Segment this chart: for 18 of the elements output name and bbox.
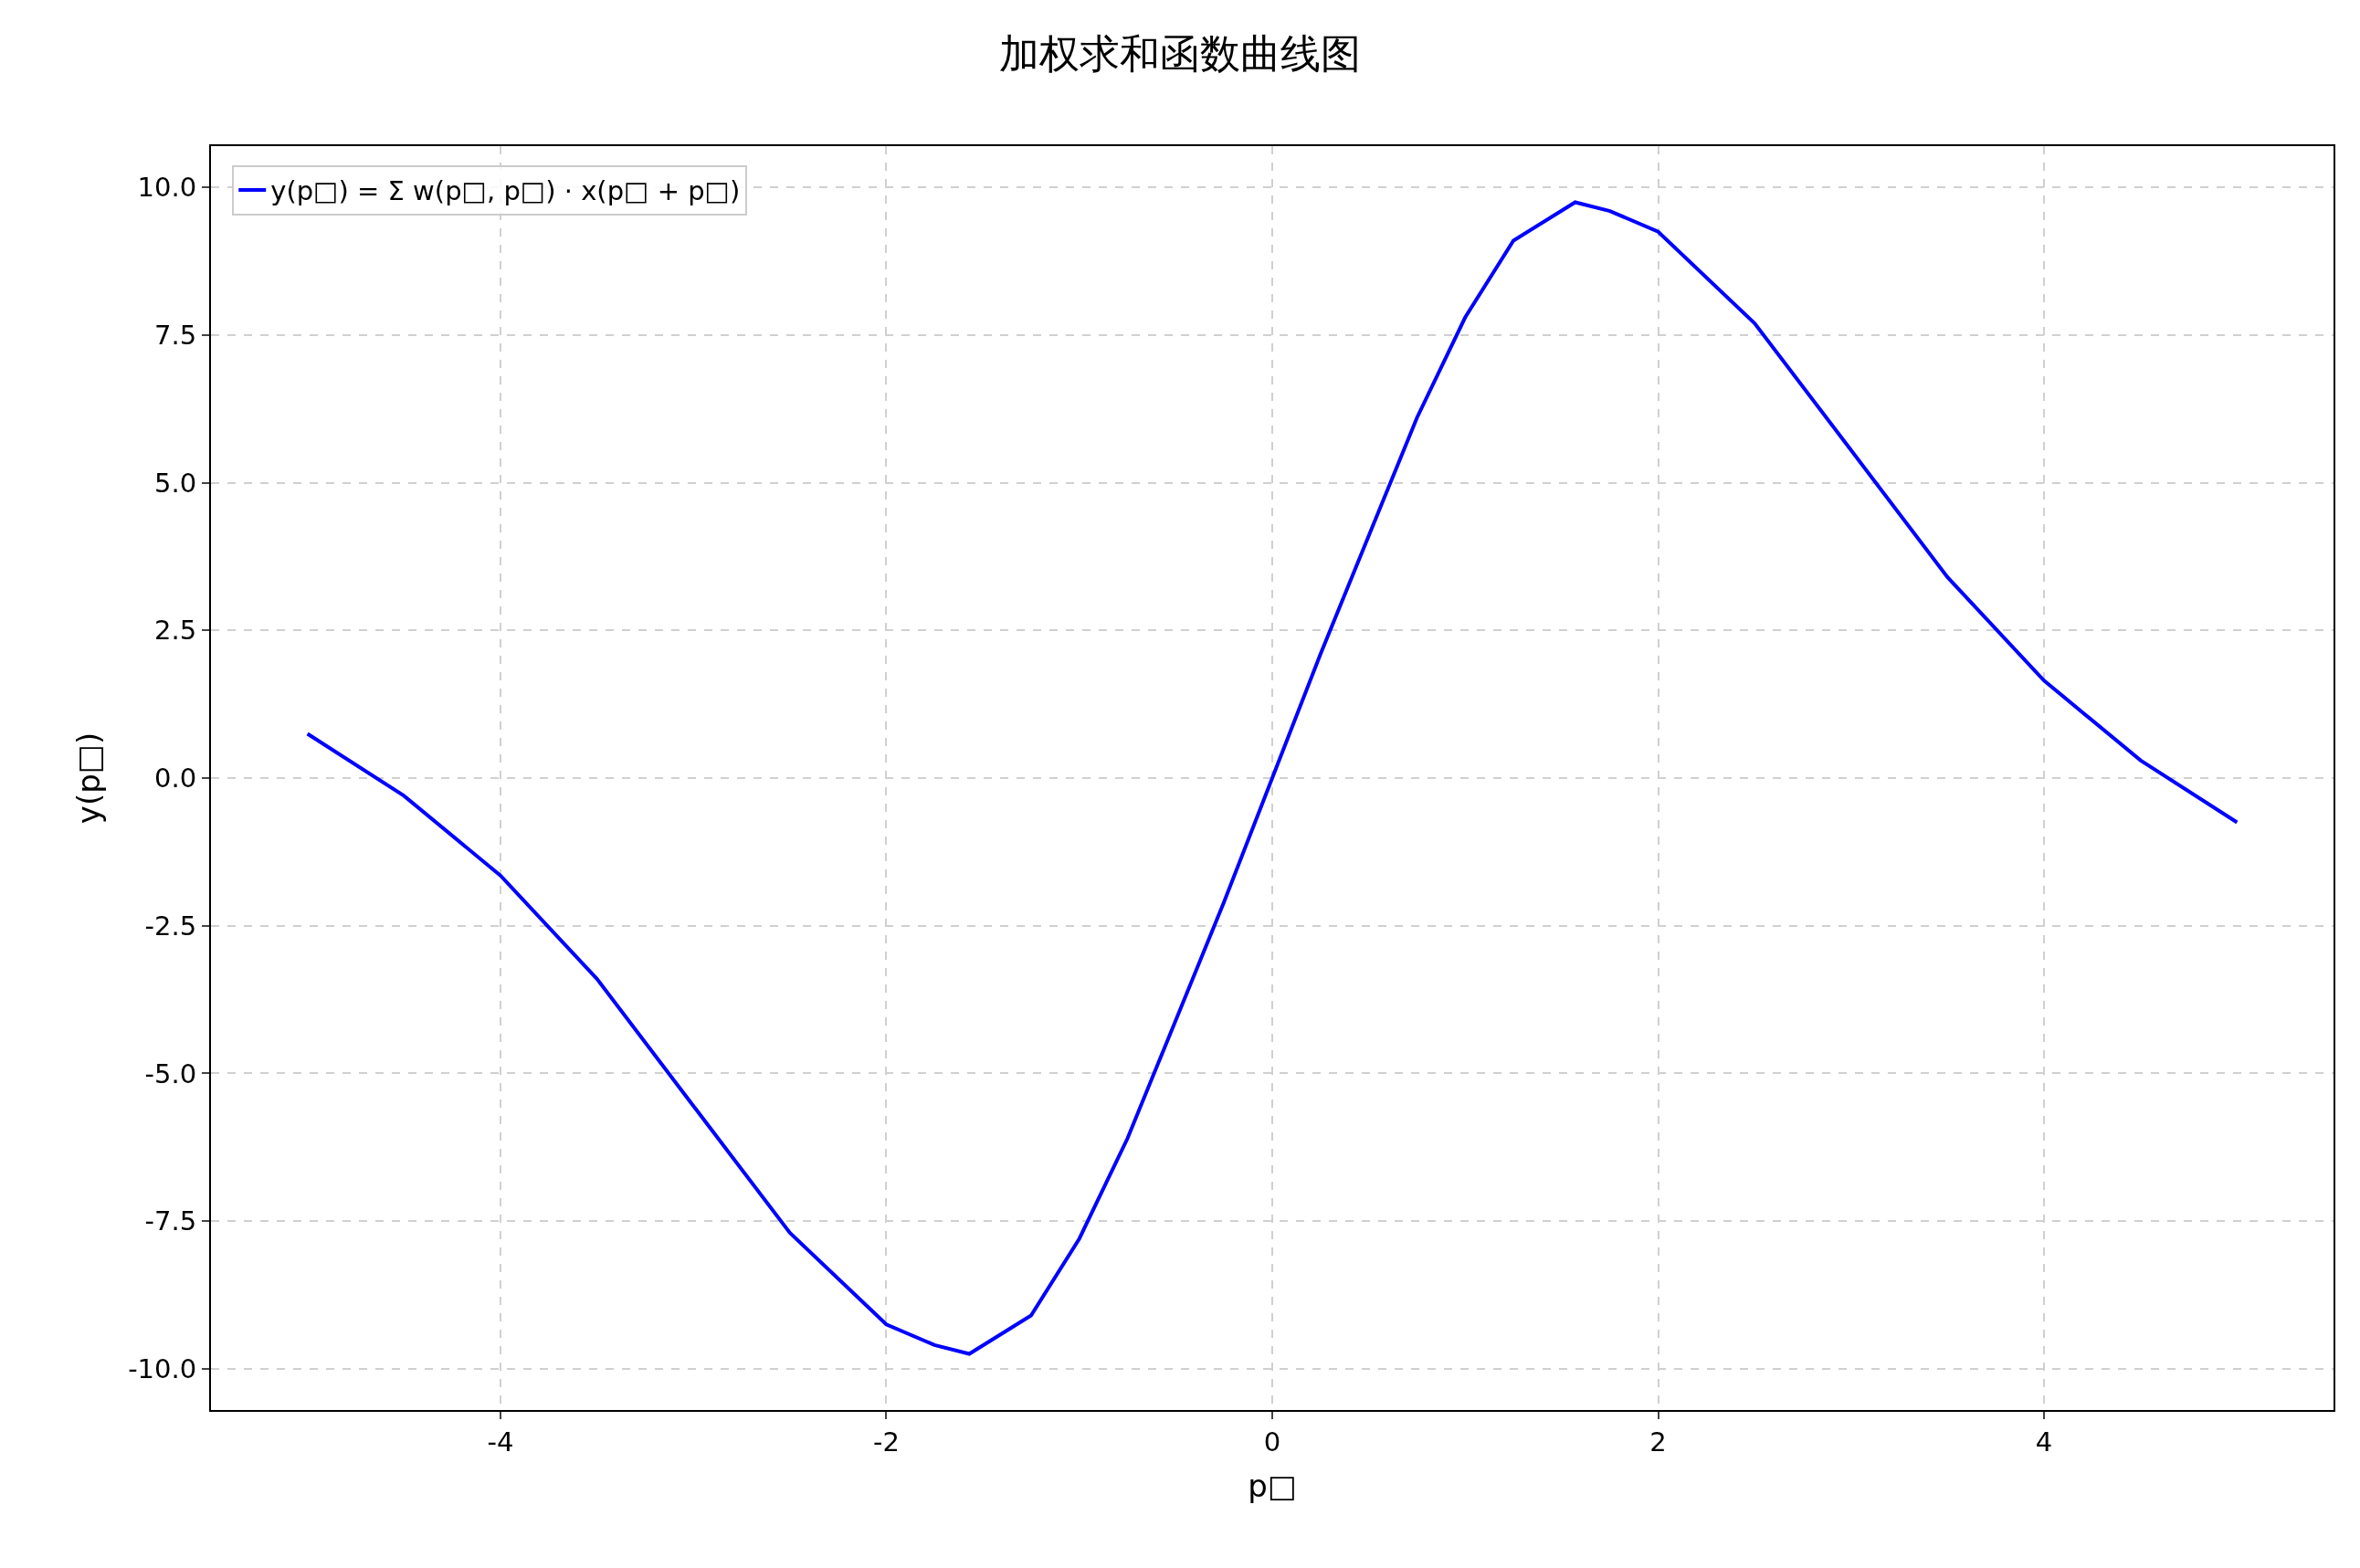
y-tick-label: 2.5 bbox=[154, 615, 197, 647]
y-tick-label: 5.0 bbox=[154, 467, 197, 499]
y-tick-label: -2.5 bbox=[144, 910, 197, 942]
x-tick-label: 2 bbox=[1649, 1426, 1667, 1458]
y-tick-label: -5.0 bbox=[144, 1058, 197, 1089]
y-tick-label: -7.5 bbox=[144, 1205, 197, 1237]
x-tick-label: 4 bbox=[2035, 1426, 2053, 1458]
y-tick-label: 0.0 bbox=[154, 763, 197, 795]
x-axis-title: p□ bbox=[1248, 1467, 1297, 1504]
chart-title: 加权求和函数曲线图 bbox=[999, 29, 1361, 77]
y-axis-title: y(p□) bbox=[70, 731, 108, 825]
x-tick-label: 0 bbox=[1263, 1426, 1281, 1458]
x-tick-label: -4 bbox=[487, 1426, 514, 1458]
y-tick-label: -10.0 bbox=[128, 1352, 197, 1384]
legend-label: y(p□) = Σ w(p□, p□) · x(p□ + p□) bbox=[270, 175, 741, 207]
y-tick-label: 7.5 bbox=[154, 320, 197, 352]
y-tick-label: 10.0 bbox=[137, 172, 197, 204]
x-tick-label: -2 bbox=[872, 1426, 900, 1458]
